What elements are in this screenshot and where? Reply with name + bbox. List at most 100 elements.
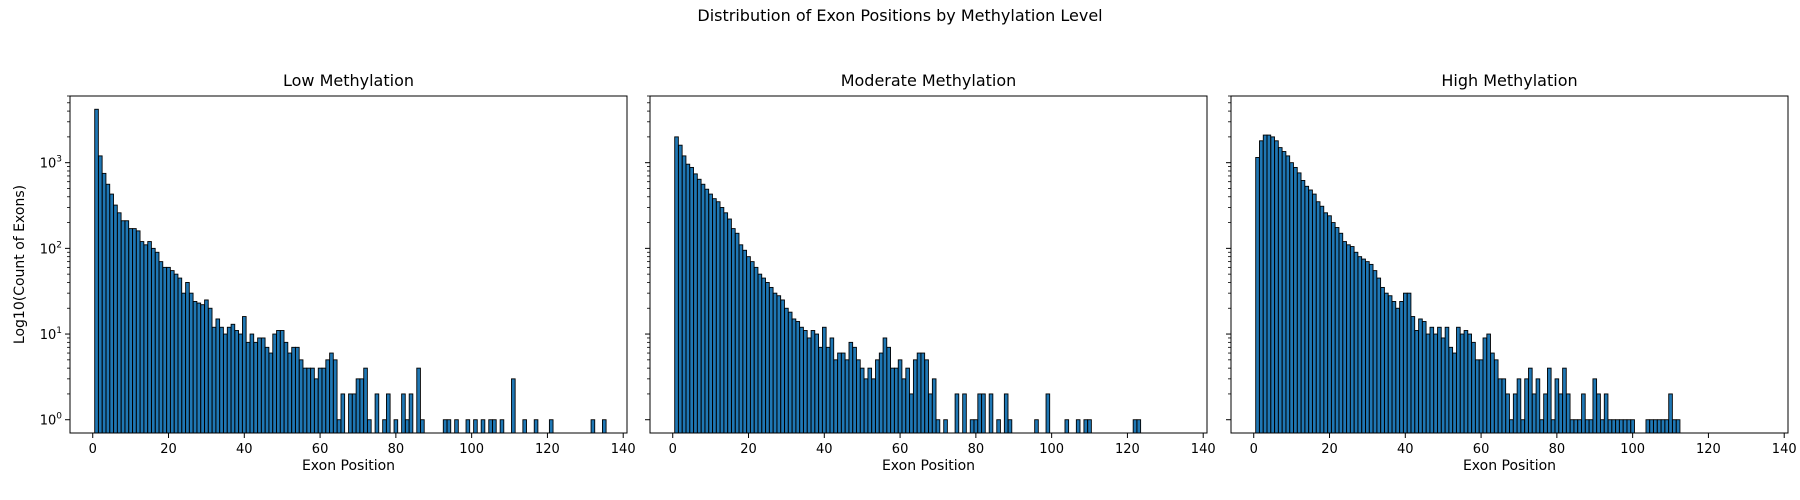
bar: [257, 337, 262, 434]
bar: [329, 352, 334, 434]
bar: [901, 378, 907, 434]
bar: [120, 220, 126, 434]
bar: [1558, 393, 1563, 434]
x-tick-label: 40: [236, 442, 253, 457]
bar: [1338, 232, 1344, 434]
bar: [1414, 330, 1419, 434]
bar: [742, 249, 747, 434]
x-tick-label: 80: [388, 442, 405, 457]
bar: [1653, 419, 1658, 434]
bar: [332, 359, 338, 434]
bar: [719, 207, 725, 434]
bar: [173, 273, 179, 434]
bar: [105, 183, 111, 434]
bar: [905, 367, 910, 434]
bar: [1342, 241, 1347, 434]
figure-suptitle: Distribution of Exon Positions by Methyl…: [697, 6, 1103, 25]
bar: [170, 270, 175, 434]
bar: [768, 286, 774, 434]
bar: [859, 367, 865, 434]
bar: [1547, 367, 1552, 434]
bar: [268, 352, 274, 434]
bar: [776, 295, 782, 434]
bar: [245, 341, 251, 434]
chart-panel-3: 0 20 40 60 80 100 120 140 High Methylation Exon P…: [1226, 71, 1797, 474]
bar: [192, 301, 198, 434]
bar: [1365, 261, 1370, 434]
bar: [1064, 419, 1070, 434]
bar: [1668, 393, 1673, 434]
bar: [1304, 185, 1310, 434]
bar: [890, 367, 895, 434]
bar: [912, 359, 918, 434]
bar: [302, 367, 308, 434]
bar: [351, 393, 357, 434]
bar: [1588, 419, 1594, 434]
bar: [177, 277, 183, 434]
y-tick-label: 101: [40, 326, 62, 343]
bar: [969, 419, 975, 434]
bar: [272, 333, 277, 434]
bar: [848, 341, 854, 434]
x-tick-label: 60: [1473, 442, 1490, 457]
bar: [1289, 162, 1294, 434]
bar: [931, 378, 937, 434]
bar: [1034, 419, 1039, 434]
bar: [1539, 419, 1544, 434]
bar: [1660, 419, 1666, 434]
bar: [196, 302, 202, 434]
bar: [363, 367, 368, 434]
y-tick-label: 100: [40, 412, 63, 429]
bar: [1596, 393, 1601, 434]
bar: [416, 367, 421, 434]
bar: [1528, 367, 1533, 434]
bar: [276, 330, 281, 434]
bar: [863, 378, 869, 434]
bar: [1399, 301, 1404, 434]
bar: [1045, 393, 1051, 434]
bar: [151, 247, 156, 434]
bar: [1262, 134, 1268, 434]
bar: [1520, 419, 1526, 434]
bar: [1501, 378, 1507, 434]
bar: [1619, 419, 1624, 434]
bar: [1300, 180, 1306, 434]
bar: [98, 155, 103, 434]
bar: [1281, 151, 1287, 434]
bar: [1577, 419, 1582, 434]
bar: [897, 359, 903, 434]
x-tick-label: 120: [1696, 442, 1721, 457]
bar: [1410, 316, 1416, 434]
bar: [973, 419, 979, 434]
bar: [1372, 270, 1378, 434]
bar: [928, 393, 933, 434]
bar: [1550, 419, 1556, 434]
bar: [1007, 419, 1013, 434]
bar: [784, 307, 789, 434]
bar: [188, 292, 194, 434]
bar: [367, 419, 372, 434]
bar: [954, 393, 960, 434]
bar: [1509, 419, 1514, 434]
bar: [1270, 136, 1275, 434]
bar: [1323, 212, 1329, 434]
bar: [602, 419, 607, 434]
bar: [1349, 246, 1355, 434]
bar: [310, 367, 315, 434]
x-tick-label: 60: [312, 442, 329, 457]
bar: [871, 378, 876, 434]
bar: [1592, 378, 1598, 434]
bar: [1391, 301, 1397, 434]
bar: [1664, 419, 1670, 434]
y-axis-label: Log10(Count of Exons): [12, 185, 28, 344]
bar: [875, 359, 880, 434]
bar: [1440, 337, 1446, 434]
bar: [223, 333, 228, 434]
bar: [1459, 333, 1465, 434]
bar: [1308, 189, 1313, 434]
bar: [856, 359, 861, 434]
panel-title: High Methylation: [1441, 71, 1577, 90]
bar: [795, 321, 801, 434]
bar: [1444, 326, 1450, 434]
bar: [355, 378, 361, 434]
